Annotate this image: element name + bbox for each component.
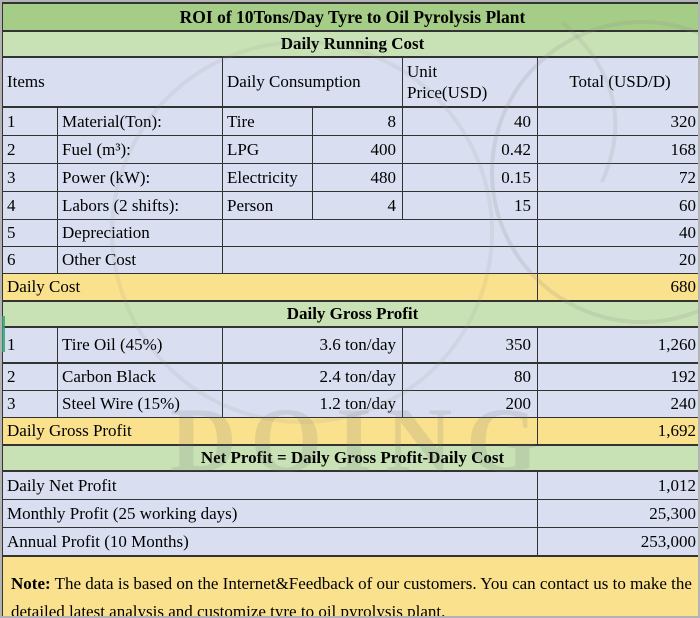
- table-row: 2 Carbon Black 2.4 ton/day 80 192: [2, 362, 698, 391]
- consumption-qty: 8: [312, 106, 403, 136]
- consumption-qty: 480: [312, 163, 403, 192]
- table-row: Annual Profit (10 Months) 253,000: [2, 527, 698, 557]
- row-number: 3: [2, 163, 58, 192]
- column-header-total: Total (USD/D): [536, 56, 698, 108]
- net-profit-row-label: Monthly Profit (25 working days): [2, 499, 538, 528]
- note-text: The data is based on the Internet&Feedba…: [11, 574, 692, 618]
- row-number: 2: [2, 135, 58, 164]
- consumption-name: Person: [222, 191, 313, 220]
- empty-cell: [222, 219, 538, 247]
- net-profit-row-label: Daily Net Profit: [2, 470, 538, 500]
- empty-cell: [222, 246, 538, 274]
- table-row: 3 Power (kW): Electricity 480 0.15 72: [2, 163, 698, 192]
- row-number: 3: [2, 390, 58, 418]
- section-header-daily-gross-profit: Daily Gross Profit: [2, 300, 698, 328]
- consumption-name: Electricity: [222, 163, 313, 192]
- row-number: 4: [2, 191, 58, 220]
- note-label: Note:: [11, 574, 51, 594]
- unit-price: 80: [402, 362, 538, 391]
- section-header-daily-running-cost: Daily Running Cost: [2, 30, 698, 58]
- column-header-unit-price: Unit Price(USD): [402, 56, 538, 108]
- row-number: 2: [2, 362, 58, 391]
- total-value: 1,260: [536, 326, 698, 364]
- table-row: Daily Net Profit 1,012: [2, 470, 698, 500]
- total-value: 168: [536, 135, 698, 164]
- table-row: Monthly Profit (25 working days) 25,300: [2, 499, 698, 528]
- unit-price: 350: [402, 326, 538, 364]
- net-profit-row-value: 253,000: [536, 527, 698, 557]
- page-title: ROI of 10Tons/Day Tyre to Oil Pyrolysis …: [2, 2, 698, 32]
- consumption-qty: 400: [312, 135, 403, 164]
- table-row: 1 Tire Oil (45%) 3.6 ton/day 350 1,260: [2, 326, 698, 364]
- daily-gross-profit-value: 1,692: [536, 417, 698, 446]
- total-value: 320: [536, 106, 698, 136]
- net-profit-row-label: Annual Profit (10 Months): [2, 527, 538, 557]
- note-cell: Note: The data is based on the Internet&…: [2, 555, 698, 618]
- table-row: 1 Material(Ton): Tire 8 40 320: [2, 106, 698, 136]
- item-label: Fuel (m³):: [57, 135, 223, 164]
- table-row: 3 Steel Wire (15%) 1.2 ton/day 200 240: [2, 390, 698, 418]
- row-number: 1: [2, 106, 58, 136]
- column-header-daily-consumption: Daily Consumption: [222, 56, 403, 108]
- total-value: 72: [536, 163, 698, 192]
- daily-cost-label: Daily Cost: [2, 273, 538, 302]
- total-value: 192: [536, 362, 698, 391]
- item-label: Other Cost: [57, 246, 223, 274]
- table-row: Items Daily Consumption Unit Price(USD) …: [2, 56, 698, 108]
- item-label: Power (kW):: [57, 163, 223, 192]
- total-value: 20: [536, 246, 698, 274]
- daily-gross-profit-label: Daily Gross Profit: [2, 417, 538, 446]
- output-qty: 3.6 ton/day: [222, 326, 403, 364]
- net-profit-row-value: 25,300: [536, 499, 698, 528]
- section-header-net-profit: Net Profit = Daily Gross Profit-Daily Co…: [2, 444, 698, 472]
- row-number: 5: [2, 219, 58, 247]
- consumption-name: LPG: [222, 135, 313, 164]
- table-row: Daily Running Cost: [2, 30, 698, 58]
- unit-price: 200: [402, 390, 538, 418]
- table-row: 5 Depreciation 40: [2, 219, 698, 247]
- item-label: Depreciation: [57, 219, 223, 247]
- item-label: Steel Wire (15%): [57, 390, 223, 418]
- row-number: 6: [2, 246, 58, 274]
- net-profit-row-value: 1,012: [536, 470, 698, 500]
- row-accent-strip: [2, 316, 5, 352]
- total-value: 40: [536, 219, 698, 247]
- daily-cost-value: 680: [536, 273, 698, 302]
- unit-price: 0.15: [402, 163, 538, 192]
- unit-price: 40: [402, 106, 538, 136]
- table-row: 6 Other Cost 20: [2, 246, 698, 274]
- consumption-qty: 4: [312, 191, 403, 220]
- table-row: Daily Cost 680: [2, 273, 698, 302]
- row-number: 1: [2, 326, 58, 364]
- item-label: Material(Ton):: [57, 106, 223, 136]
- table-row: Daily Gross Profit: [2, 300, 698, 328]
- item-label: Labors (2 shifts):: [57, 191, 223, 220]
- table-row: ROI of 10Tons/Day Tyre to Oil Pyrolysis …: [2, 2, 698, 32]
- item-label: Carbon Black: [57, 362, 223, 391]
- output-qty: 2.4 ton/day: [222, 362, 403, 391]
- table-row: 4 Labors (2 shifts): Person 4 15 60: [2, 191, 698, 220]
- column-header-items: Items: [2, 56, 223, 108]
- total-value: 60: [536, 191, 698, 220]
- consumption-name: Tire: [222, 106, 313, 136]
- table-row: Note: The data is based on the Internet&…: [2, 555, 698, 618]
- table-row: Net Profit = Daily Gross Profit-Daily Co…: [2, 444, 698, 472]
- total-value: 240: [536, 390, 698, 418]
- output-qty: 1.2 ton/day: [222, 390, 403, 418]
- table-row: 2 Fuel (m³): LPG 400 0.42 168: [2, 135, 698, 164]
- unit-price: 0.42: [402, 135, 538, 164]
- unit-price: 15: [402, 191, 538, 220]
- table-row: Daily Gross Profit 1,692: [2, 417, 698, 446]
- item-label: Tire Oil (45%): [57, 326, 223, 364]
